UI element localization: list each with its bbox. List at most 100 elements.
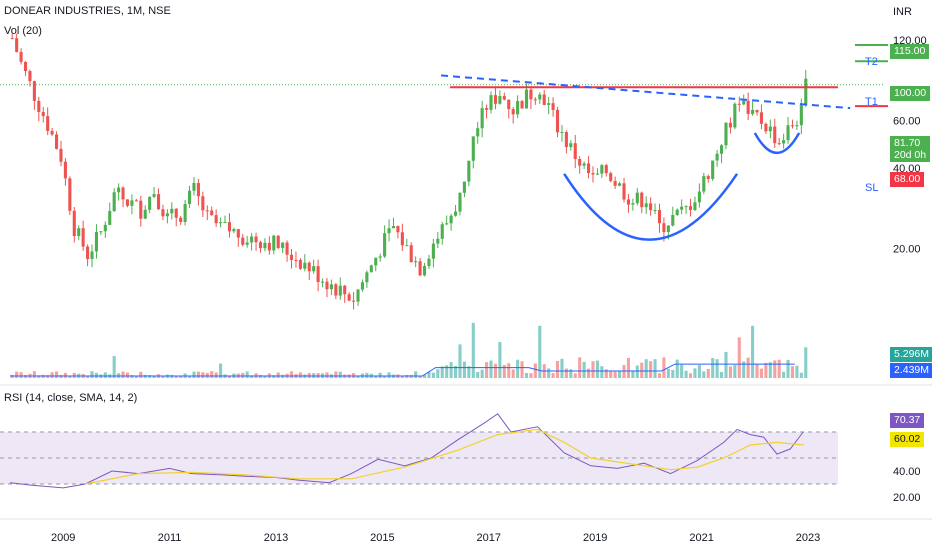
candle <box>329 284 333 290</box>
candle <box>733 103 737 128</box>
candle <box>400 232 404 246</box>
candle <box>458 192 462 212</box>
sl-name: SL <box>865 182 879 194</box>
volume-bar <box>449 362 453 378</box>
volume-bar <box>445 365 449 378</box>
candle <box>507 99 511 110</box>
volume-bar <box>289 371 294 378</box>
volume-bar <box>600 366 604 378</box>
volume-bar <box>626 357 631 378</box>
price-tick-label: 20.00 <box>893 244 921 256</box>
candle <box>782 140 786 144</box>
candle <box>303 262 307 269</box>
candle <box>600 165 604 174</box>
candle <box>790 125 795 127</box>
candle <box>635 192 639 204</box>
candle <box>219 222 223 224</box>
candle <box>187 190 192 204</box>
candle <box>542 94 546 105</box>
candle <box>538 94 542 100</box>
volume-bar <box>489 360 493 378</box>
volume-bar <box>609 370 613 378</box>
candle <box>54 134 59 149</box>
candle <box>378 256 382 258</box>
volume-bar <box>520 361 524 378</box>
volume-bar <box>759 368 764 378</box>
candle <box>409 245 413 263</box>
volume-bar <box>86 375 90 378</box>
volume-bar <box>205 372 209 378</box>
candle <box>715 153 719 161</box>
volume-bar <box>50 372 54 378</box>
candle <box>23 61 28 72</box>
candle <box>112 192 116 212</box>
candle <box>551 103 555 110</box>
volume-bar <box>782 371 786 378</box>
candle <box>250 236 254 243</box>
candle <box>179 217 183 222</box>
candle <box>267 242 271 251</box>
volume-bar <box>706 368 710 378</box>
volume-bar <box>272 375 276 378</box>
candle <box>631 203 635 205</box>
volume-bar <box>533 363 537 378</box>
volume-bar <box>130 375 134 378</box>
volume-bar <box>529 373 533 378</box>
candle <box>622 183 626 200</box>
volume-bar <box>23 375 28 378</box>
candle <box>476 128 480 137</box>
candle <box>347 294 351 301</box>
rsi-ma-line <box>85 428 804 485</box>
candle <box>232 229 236 232</box>
candle <box>214 215 218 224</box>
candle <box>405 245 409 247</box>
candle <box>63 161 67 179</box>
volume-bar <box>755 363 759 378</box>
volume-bar <box>210 371 214 378</box>
candle <box>139 200 143 219</box>
candle <box>223 222 227 224</box>
candle <box>586 163 591 174</box>
candle <box>480 108 484 129</box>
volume-bar <box>662 357 666 378</box>
candle <box>205 210 209 212</box>
candle <box>360 282 365 290</box>
candle <box>520 101 524 109</box>
sl-price-label: 68.00 <box>890 172 925 187</box>
candle <box>751 109 755 114</box>
time-axis-label: 2011 <box>158 532 182 544</box>
volume-indicator-label[interactable]: Vol (20) <box>4 25 42 37</box>
candle <box>618 183 622 186</box>
time-axis-label: 2015 <box>370 532 394 544</box>
volume-bar <box>697 364 701 378</box>
t2-name: T2 <box>865 56 878 68</box>
candle <box>564 132 568 148</box>
volume-bar <box>569 369 573 378</box>
rsi-ma-label: 60.02 <box>890 432 925 447</box>
volume-bar <box>338 371 342 378</box>
candle <box>117 187 121 193</box>
candle <box>343 285 347 295</box>
candle <box>312 266 316 272</box>
volume-bar <box>653 359 657 378</box>
candle <box>697 191 701 203</box>
volume-bar <box>507 363 511 378</box>
candle <box>471 136 475 161</box>
candle <box>724 122 728 146</box>
candle <box>272 235 276 251</box>
candle <box>711 160 715 179</box>
candle <box>693 202 697 211</box>
volume-last-label: 5.296M <box>890 347 932 362</box>
candle <box>640 192 644 208</box>
rsi-indicator-label[interactable]: RSI (14, close, SMA, 14, 2) <box>4 392 138 404</box>
volume-bar <box>263 376 267 378</box>
volume-bar <box>37 375 41 378</box>
volume-bar <box>485 362 489 378</box>
volume-bar <box>511 369 515 378</box>
volume-bar <box>502 364 506 378</box>
candle <box>804 78 808 106</box>
time-axis-label: 2019 <box>583 532 607 544</box>
candle <box>161 209 165 217</box>
candle <box>626 199 631 205</box>
